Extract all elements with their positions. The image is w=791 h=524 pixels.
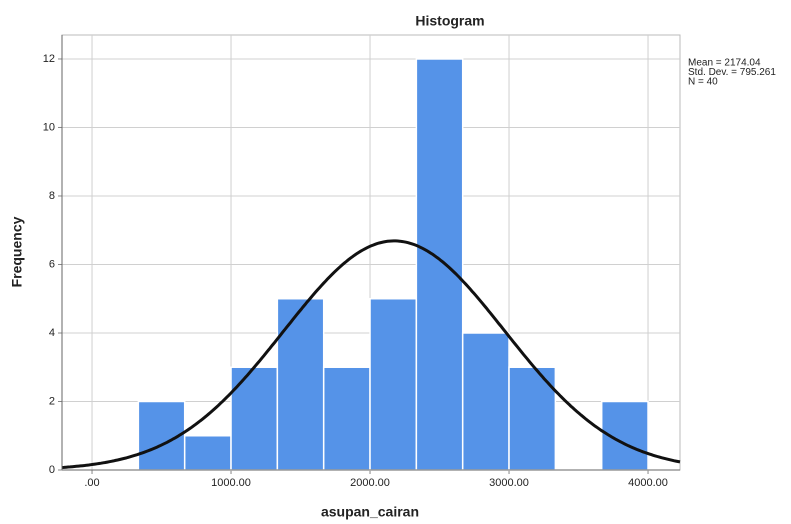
normal-curve: [61, 239, 681, 469]
y-tick-label: 10: [43, 121, 55, 133]
x-tick-label: 3000.00: [489, 477, 529, 489]
stat-label: Std. Dev. = 795.261: [688, 67, 776, 78]
bar: [415, 58, 464, 471]
stat-label: Mean = 2174.04: [688, 58, 761, 69]
bar: [322, 366, 371, 471]
bar: [183, 434, 232, 471]
y-tick-label: 8: [49, 190, 55, 202]
stat-label: N = 40: [688, 77, 718, 88]
bar: [369, 297, 418, 471]
x-axis-label: asupan_cairan: [321, 504, 419, 520]
x-tick-label: .00: [84, 477, 99, 489]
bar: [230, 366, 279, 471]
y-tick-label: 6: [49, 258, 55, 270]
x-tick-label: 4000.00: [628, 477, 668, 489]
y-tick-label: 0: [49, 464, 55, 476]
chart-title: Histogram: [415, 13, 484, 29]
y-axis-label: Frequency: [9, 216, 25, 287]
x-tick-label: 1000.00: [211, 477, 251, 489]
y-tick-label: 4: [49, 327, 55, 339]
bar: [276, 297, 325, 471]
bar: [461, 332, 510, 471]
y-tick-label: 2: [49, 395, 55, 407]
x-tick-label: 2000.00: [350, 477, 390, 489]
y-tick-label: 12: [43, 53, 55, 65]
